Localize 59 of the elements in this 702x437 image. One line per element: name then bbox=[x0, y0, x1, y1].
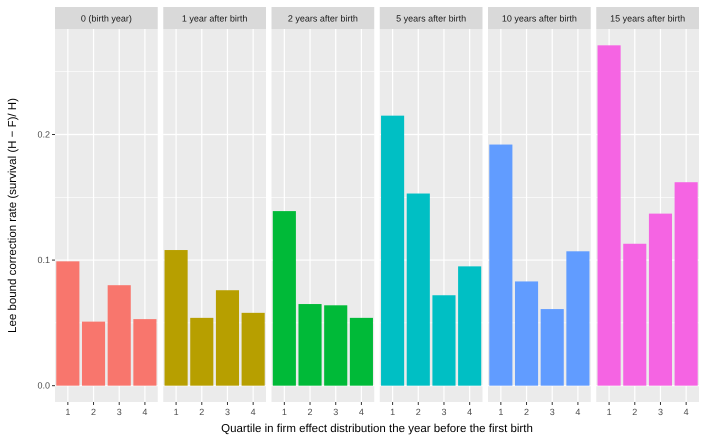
bar bbox=[82, 322, 106, 386]
bar bbox=[324, 305, 348, 386]
bar bbox=[540, 309, 564, 386]
bar bbox=[489, 144, 512, 386]
bar bbox=[56, 261, 80, 386]
bar bbox=[164, 250, 188, 386]
x-tick-label: 2 bbox=[632, 407, 638, 417]
x-tick-label: 2 bbox=[308, 407, 313, 417]
x-axis-title: Quartile in firm effect distribution the year before the first birth bbox=[221, 423, 533, 435]
y-tick-label: 0.0 bbox=[37, 380, 50, 391]
x-tick-label: 1 bbox=[65, 407, 70, 417]
bar bbox=[458, 266, 482, 386]
x-tick-label: 4 bbox=[684, 407, 689, 417]
x-tick-label: 2 bbox=[416, 407, 421, 417]
bar bbox=[623, 244, 646, 386]
bar bbox=[432, 295, 456, 386]
x-tick-label: 3 bbox=[550, 407, 555, 417]
bar bbox=[566, 251, 590, 386]
bar bbox=[381, 116, 404, 386]
bar bbox=[216, 290, 240, 386]
x-tick-label: 3 bbox=[658, 407, 663, 417]
x-tick-label: 3 bbox=[333, 407, 338, 417]
x-tick-label: 4 bbox=[467, 407, 472, 417]
bar bbox=[648, 214, 672, 386]
x-tick-label: 1 bbox=[390, 407, 396, 417]
x-tick-label: 1 bbox=[606, 407, 612, 417]
x-tick-label: 4 bbox=[575, 407, 580, 417]
bar bbox=[350, 318, 373, 386]
x-tick-label: 2 bbox=[91, 407, 96, 417]
x-tick-label: 2 bbox=[524, 407, 530, 417]
x-tick-label: 4 bbox=[142, 407, 148, 417]
bar bbox=[272, 211, 296, 386]
x-tick-label: 3 bbox=[116, 407, 122, 417]
bar bbox=[108, 285, 131, 386]
x-tick-label: 3 bbox=[224, 407, 230, 417]
bar bbox=[242, 312, 265, 386]
bar bbox=[514, 281, 538, 386]
bar bbox=[406, 194, 430, 386]
x-tick-label: 1 bbox=[498, 407, 504, 417]
x-tick-label: 1 bbox=[174, 407, 179, 417]
x-tick-label: 2 bbox=[199, 407, 204, 417]
x-tick-label: 3 bbox=[441, 407, 446, 417]
chart-title: 1 year after birth bbox=[182, 14, 248, 24]
bar bbox=[674, 182, 698, 386]
chart-title: 2 years after birth bbox=[288, 14, 358, 24]
chart-title: 0 (birth year) bbox=[80, 14, 132, 24]
x-tick-label: 4 bbox=[250, 407, 256, 417]
bar bbox=[133, 319, 156, 386]
x-tick-label: 4 bbox=[358, 407, 364, 417]
chart-title: 15 years after birth bbox=[610, 14, 686, 24]
chart-title: 10 years after birth bbox=[502, 14, 577, 24]
bar bbox=[298, 304, 322, 386]
y-tick-label: 0.1 bbox=[37, 255, 50, 266]
chart-title: 5 years after birth bbox=[396, 14, 466, 24]
bar bbox=[190, 318, 214, 386]
bar bbox=[598, 45, 621, 386]
x-tick-label: 1 bbox=[282, 407, 287, 417]
y-tick-label: 0.2 bbox=[37, 129, 50, 140]
y-axis-title: Lee bound correction rate (survival (H − F)/ H) bbox=[7, 98, 19, 333]
